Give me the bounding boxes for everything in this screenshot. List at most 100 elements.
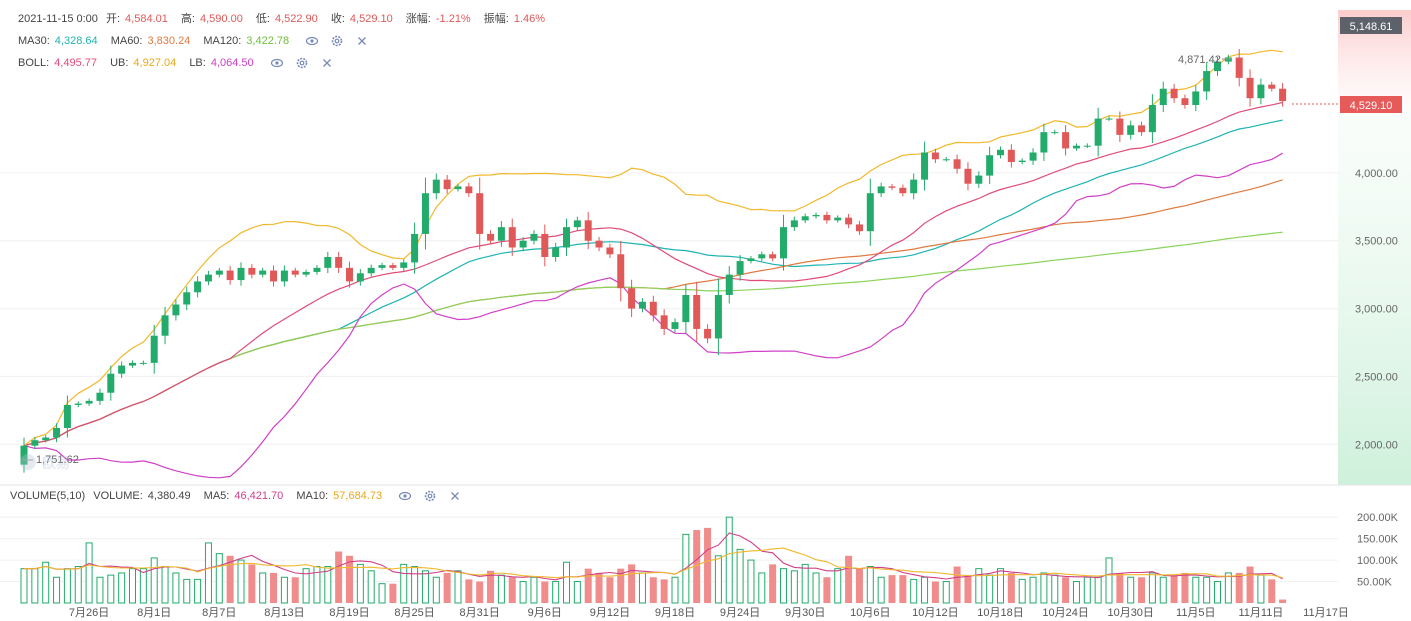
volume-bar [150, 557, 158, 604]
close-icon[interactable] [355, 34, 369, 48]
candle-body [649, 301, 657, 316]
volume-bar [888, 575, 896, 603]
gear-icon[interactable] [423, 489, 437, 503]
candle-body [736, 261, 744, 275]
candle-body [1083, 145, 1091, 147]
candle [215, 267, 223, 278]
candle-body [573, 220, 581, 228]
volume-bar [877, 576, 885, 604]
candle-body [302, 271, 310, 275]
time-tick-label: 9月12日 [590, 607, 630, 618]
vol-ma5-value: 46,421.70 [234, 490, 284, 502]
volume-bar [953, 566, 961, 603]
close-icon[interactable] [320, 56, 334, 70]
volume-bar [291, 577, 299, 603]
gear-icon[interactable] [330, 34, 344, 48]
candle-body [1159, 88, 1167, 105]
volume-bar [671, 576, 679, 604]
candle-body [150, 335, 158, 363]
candle [921, 141, 929, 191]
candle-body [617, 254, 625, 289]
candle [877, 182, 885, 197]
volume-bar [563, 561, 570, 604]
candle-body [204, 274, 212, 282]
candle [63, 395, 71, 438]
volume-bar [107, 574, 115, 604]
close-icon[interactable] [448, 489, 462, 503]
volume-bar [129, 568, 136, 604]
volume-bar [42, 561, 50, 604]
candle [747, 256, 755, 264]
ma120-label: MA120: [203, 35, 242, 47]
candle-body [389, 265, 397, 268]
candle [530, 230, 538, 245]
volume-bar [997, 568, 1004, 604]
volume-bar [248, 564, 256, 603]
candle-body [508, 227, 516, 248]
vol-ma5-label: MA5: [203, 490, 230, 502]
volume-bar [660, 579, 668, 603]
volume-bar [649, 577, 657, 603]
low-marker: 1,751.62 [23, 454, 79, 466]
eye-icon[interactable] [270, 56, 284, 70]
volume-bar [530, 576, 538, 604]
volume-bar [693, 530, 701, 603]
candle-body [953, 159, 961, 169]
candle-body [1257, 84, 1265, 99]
candle [53, 423, 61, 443]
vol-ma10-label: MA10: [296, 490, 329, 502]
candle [313, 265, 321, 275]
eye-icon[interactable] [305, 34, 319, 48]
candle [139, 360, 147, 366]
candle [780, 214, 787, 271]
candle [389, 262, 397, 271]
volume-bar [617, 568, 625, 603]
volume-bar [1279, 599, 1287, 603]
candle-body [139, 362, 147, 364]
candle [758, 251, 766, 262]
volume-bar [552, 581, 560, 604]
candle-body [660, 315, 668, 329]
candle-body [628, 288, 636, 309]
candle [769, 251, 777, 262]
time-tick-label: 10月6日 [850, 607, 890, 618]
high-label: 高: [180, 13, 195, 25]
candle [910, 173, 918, 200]
candle [1127, 120, 1135, 140]
candle [161, 306, 169, 345]
candle-body [1062, 132, 1070, 149]
time-tick-label: 8月7日 [202, 607, 236, 618]
candle [508, 218, 516, 256]
candle [118, 361, 126, 378]
candle-body [834, 217, 842, 221]
ma-legend: MA30: 4,328.64 MA60: 3,830.24 MA120: 3,422.… [18, 34, 374, 48]
change-value: -1.21% [435, 13, 471, 25]
candle-body [215, 270, 223, 275]
volume-tick-label: 200.00K [1357, 512, 1399, 524]
volume-bar [790, 570, 798, 604]
candle-body [1235, 57, 1243, 78]
volume-ma-lines [24, 532, 1283, 581]
close-value: 4,529.10 [349, 13, 393, 25]
candle-body [226, 270, 234, 281]
volume-bar [183, 578, 191, 604]
candle-body [1007, 149, 1015, 162]
candle [1083, 143, 1091, 149]
eye-icon[interactable] [398, 489, 412, 503]
candle [226, 265, 234, 285]
candle-body [1051, 132, 1059, 134]
candle-body [975, 175, 983, 184]
volume-bar [96, 576, 104, 604]
candle [1159, 81, 1167, 113]
candle [183, 286, 191, 311]
lb-label: LB: [189, 57, 206, 69]
candle [671, 318, 679, 333]
candle [725, 266, 733, 304]
candle-body [780, 227, 787, 259]
volume-label: VOLUME: [93, 490, 143, 502]
candle [421, 177, 429, 250]
candle [194, 276, 202, 298]
gear-icon[interactable] [295, 56, 309, 70]
